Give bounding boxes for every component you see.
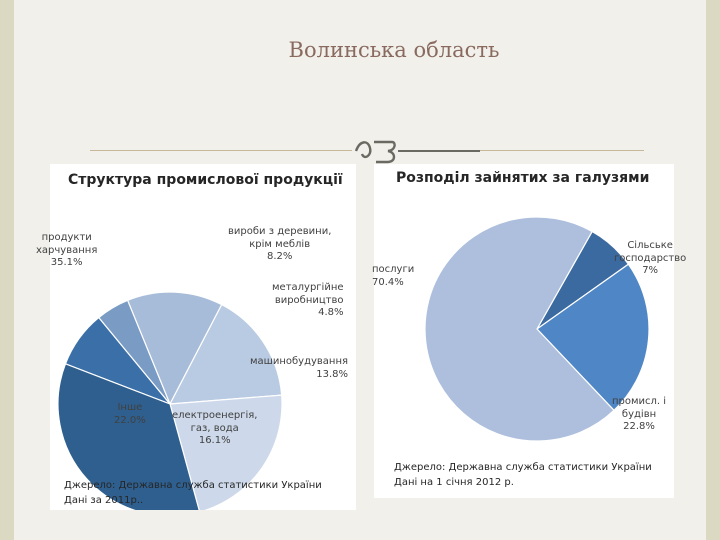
- slice-label-line: 22.0%: [114, 414, 146, 426]
- slice-label: послуги 70.4%: [372, 264, 414, 289]
- source-line: Дані на 1 січня 2012 р.: [394, 477, 514, 488]
- slice-label-line: вироби з деревини,: [228, 226, 332, 237]
- slice-label: вироби з деревини, крім меблів 8.2%: [228, 226, 331, 264]
- chart-source: Джерело: Державна служба статистики Укра…: [64, 478, 322, 508]
- pie-slice: [168, 303, 283, 405]
- pie-slice: [126, 291, 223, 406]
- chart-title: Розподіл зайнятих за галузями: [396, 170, 650, 186]
- divider-right: [398, 150, 480, 152]
- slice-label: Інше 22.0%: [114, 402, 146, 427]
- slice-label: Сільське господарство 7%: [614, 240, 686, 278]
- slice-label: машинобудування 13.8%: [250, 356, 348, 381]
- chart-panel-industry: Структура промислової продукції вироби з…: [36, 164, 356, 510]
- slice-label-line: 35.1%: [50, 257, 83, 268]
- pie-slice: [424, 216, 615, 442]
- slice-label-line: 8.2%: [266, 251, 293, 262]
- divider-right-thin: [480, 150, 644, 151]
- slice-label: електроенергія, газ, вода 16.1%: [172, 410, 257, 448]
- ornament-icon: [354, 140, 396, 164]
- chart-source: Джерело: Державна служба статистики Укра…: [394, 460, 652, 490]
- slice-label-line: газ, вода: [190, 422, 239, 434]
- slice-label: продукти харчування 35.1%: [36, 232, 97, 270]
- pie-slice: [536, 263, 650, 412]
- slice-label-line: будівн: [621, 408, 657, 420]
- slice-label-line: Інше: [117, 402, 143, 413]
- slice-label-line: 16.1%: [198, 435, 231, 446]
- source-line: Джерело: Державна служба статистики Укра…: [64, 480, 322, 491]
- slice-label-line: машинобудування: [250, 356, 349, 367]
- slice-label-line: металургійне: [272, 282, 344, 293]
- slice-label: промисл. і будівн 22.8%: [612, 396, 666, 434]
- pie-slice: [169, 394, 283, 510]
- slice-label-line: 70.4%: [372, 276, 404, 288]
- slice-label-line: крім меблів: [249, 238, 311, 250]
- slice-label-line: 7%: [642, 265, 659, 276]
- slice-label-line: 22.8%: [623, 421, 655, 432]
- chart-panel-employment: Розподіл зайнятих за галузями Сільське го…: [372, 164, 686, 498]
- divider-left: [90, 150, 352, 151]
- source-line: Джерело: Державна служба статистики Укра…: [394, 462, 652, 473]
- slice-label-line: виробництво: [274, 294, 344, 306]
- pie-chart-employment: [424, 216, 650, 442]
- slice-label-line: харчування: [36, 244, 98, 256]
- slice-label-line: послуги: [372, 264, 415, 275]
- pie-chart-industry: [57, 291, 283, 510]
- chart-title: Структура промислової продукції: [68, 172, 343, 188]
- slide-title: Волинська область: [288, 38, 500, 62]
- slice-label-line: продукти: [41, 232, 92, 243]
- slice-label-line: 13.8%: [316, 368, 349, 380]
- pie-slice: [57, 363, 200, 510]
- slice-label-line: Сільське: [627, 240, 673, 251]
- slice-label-line: господарство: [614, 252, 687, 264]
- slice-label: металургійне виробництво 4.8%: [272, 282, 344, 320]
- slide: Волинська область Структура промислової …: [14, 0, 706, 540]
- slice-label-line: 4.8%: [318, 307, 344, 318]
- slice-label-line: електроенергія,: [172, 410, 258, 421]
- slice-label-line: промисл. і: [612, 396, 667, 407]
- source-line: Дані за 2011р..: [64, 495, 144, 506]
